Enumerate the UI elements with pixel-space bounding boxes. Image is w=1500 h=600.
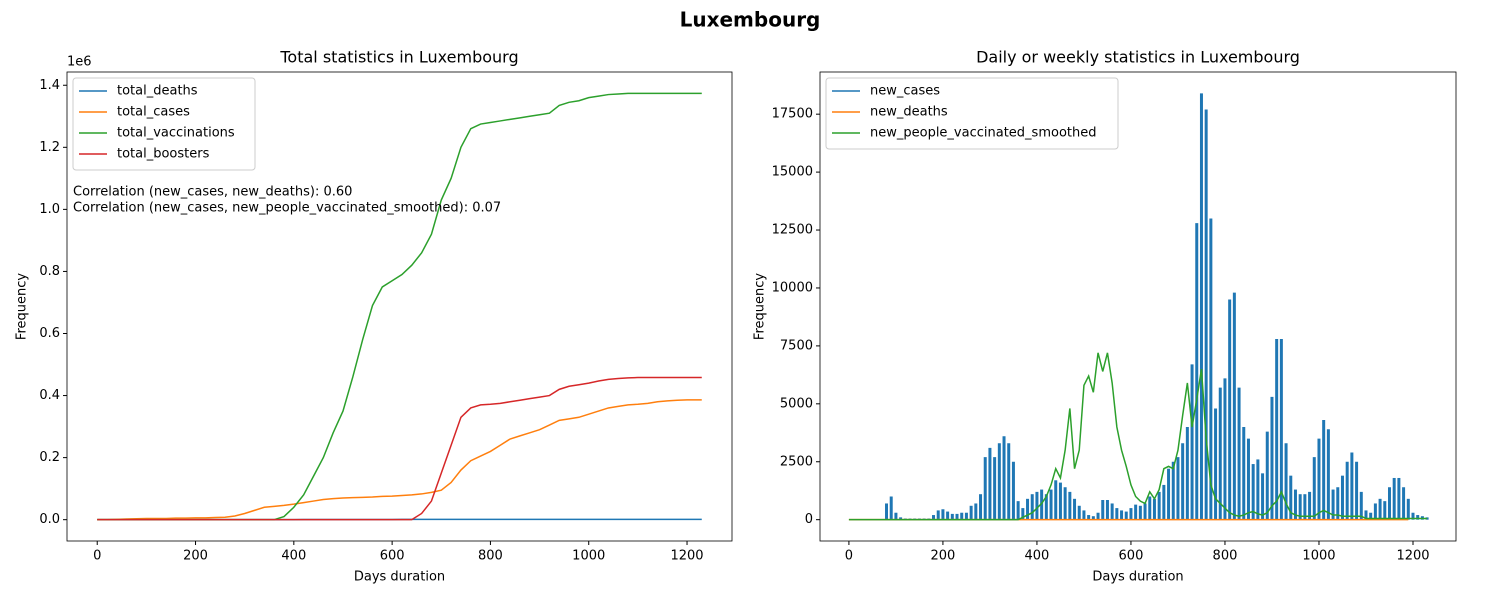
x-axis-label: Days duration: [1092, 570, 1183, 585]
y-tick-label: 1.2: [39, 140, 60, 155]
y-tick-label: 0.4: [39, 388, 60, 403]
y-tick-label: 0.2: [39, 450, 60, 465]
figure-title: Luxembourg: [680, 8, 821, 32]
legend-label: total_cases: [117, 105, 190, 120]
annotation: Correlation (new_cases, new_people_vacci…: [73, 201, 501, 216]
series-line: [848, 352, 1428, 521]
axes-title: Daily or weekly statistics in Luxembourg: [976, 48, 1300, 67]
axes-title: Total statistics in Luxembourg: [279, 48, 518, 67]
legend-label: new_cases: [870, 84, 940, 99]
legend-box: [825, 77, 1119, 150]
x-tick-label: 400: [1025, 549, 1050, 564]
y-tick-label: 0.6: [39, 326, 60, 341]
axes-frame: [819, 71, 1457, 542]
y-axis-label: Frequency: [15, 273, 30, 340]
y-tick-label: 7500: [780, 338, 813, 353]
legend-label: total_boosters: [117, 147, 210, 162]
x-tick-label: 1200: [670, 549, 703, 564]
y-tick-label: 17500: [772, 107, 813, 122]
x-tick-label: 1000: [572, 549, 605, 564]
y-tick-label: 10000: [772, 280, 813, 295]
y-tick-label: 0.0: [39, 512, 60, 527]
y-offset-label: 1e6: [67, 55, 92, 70]
y-tick-label: 1.0: [39, 202, 60, 217]
series-line: [97, 399, 702, 521]
series-line: [97, 376, 702, 521]
x-tick-label: 0: [845, 549, 853, 564]
legend-label: new_people_vaccinated_smoothed: [870, 126, 1096, 141]
legend-label: total_deaths: [117, 84, 198, 99]
legend-box: [72, 77, 256, 171]
x-tick-label: 200: [183, 549, 208, 564]
x-tick-label: 200: [931, 549, 956, 564]
y-tick-label: 0: [805, 512, 813, 527]
annotation: Correlation (new_cases, new_deaths): 0.6…: [73, 185, 352, 200]
x-tick-label: 0: [93, 549, 101, 564]
x-tick-label: 800: [1213, 549, 1238, 564]
legend-label: total_vaccinations: [117, 126, 235, 141]
x-tick-label: 400: [281, 549, 306, 564]
legend-label: new_deaths: [870, 105, 948, 120]
axes-frame: [66, 71, 733, 542]
y-tick-label: 0.8: [39, 264, 60, 279]
y-tick-label: 15000: [772, 165, 813, 180]
x-tick-label: 600: [1119, 549, 1144, 564]
y-tick-label: 12500: [772, 223, 813, 238]
x-tick-label: 1200: [1396, 549, 1429, 564]
x-axis-label: Days duration: [354, 570, 445, 585]
y-tick-label: 2500: [780, 454, 813, 469]
y-tick-label: 5000: [780, 396, 813, 411]
x-tick-label: 1000: [1302, 549, 1335, 564]
x-tick-label: 600: [380, 549, 405, 564]
y-tick-label: 1.4: [39, 78, 60, 93]
x-tick-label: 800: [478, 549, 503, 564]
y-axis-label: Frequency: [753, 273, 768, 340]
